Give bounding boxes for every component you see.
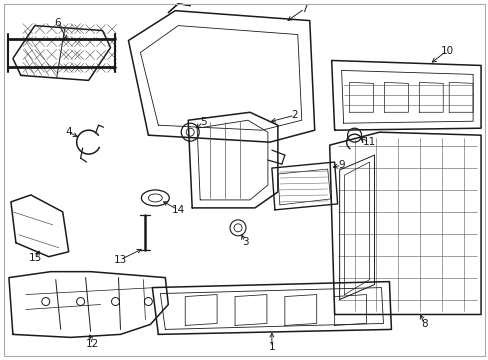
Text: 1: 1 — [268, 342, 275, 352]
Text: 2: 2 — [291, 110, 298, 120]
Text: 7: 7 — [301, 4, 307, 14]
Text: 13: 13 — [114, 255, 127, 265]
Text: 12: 12 — [86, 339, 99, 349]
Text: 6: 6 — [54, 18, 61, 28]
Text: 5: 5 — [200, 117, 206, 127]
Text: 4: 4 — [65, 127, 72, 137]
Text: 14: 14 — [171, 205, 184, 215]
Text: 11: 11 — [362, 137, 375, 147]
Text: 9: 9 — [338, 160, 344, 170]
Text: 3: 3 — [241, 237, 248, 247]
Text: 10: 10 — [440, 45, 453, 55]
Text: 8: 8 — [420, 319, 427, 329]
Text: 15: 15 — [29, 253, 42, 263]
